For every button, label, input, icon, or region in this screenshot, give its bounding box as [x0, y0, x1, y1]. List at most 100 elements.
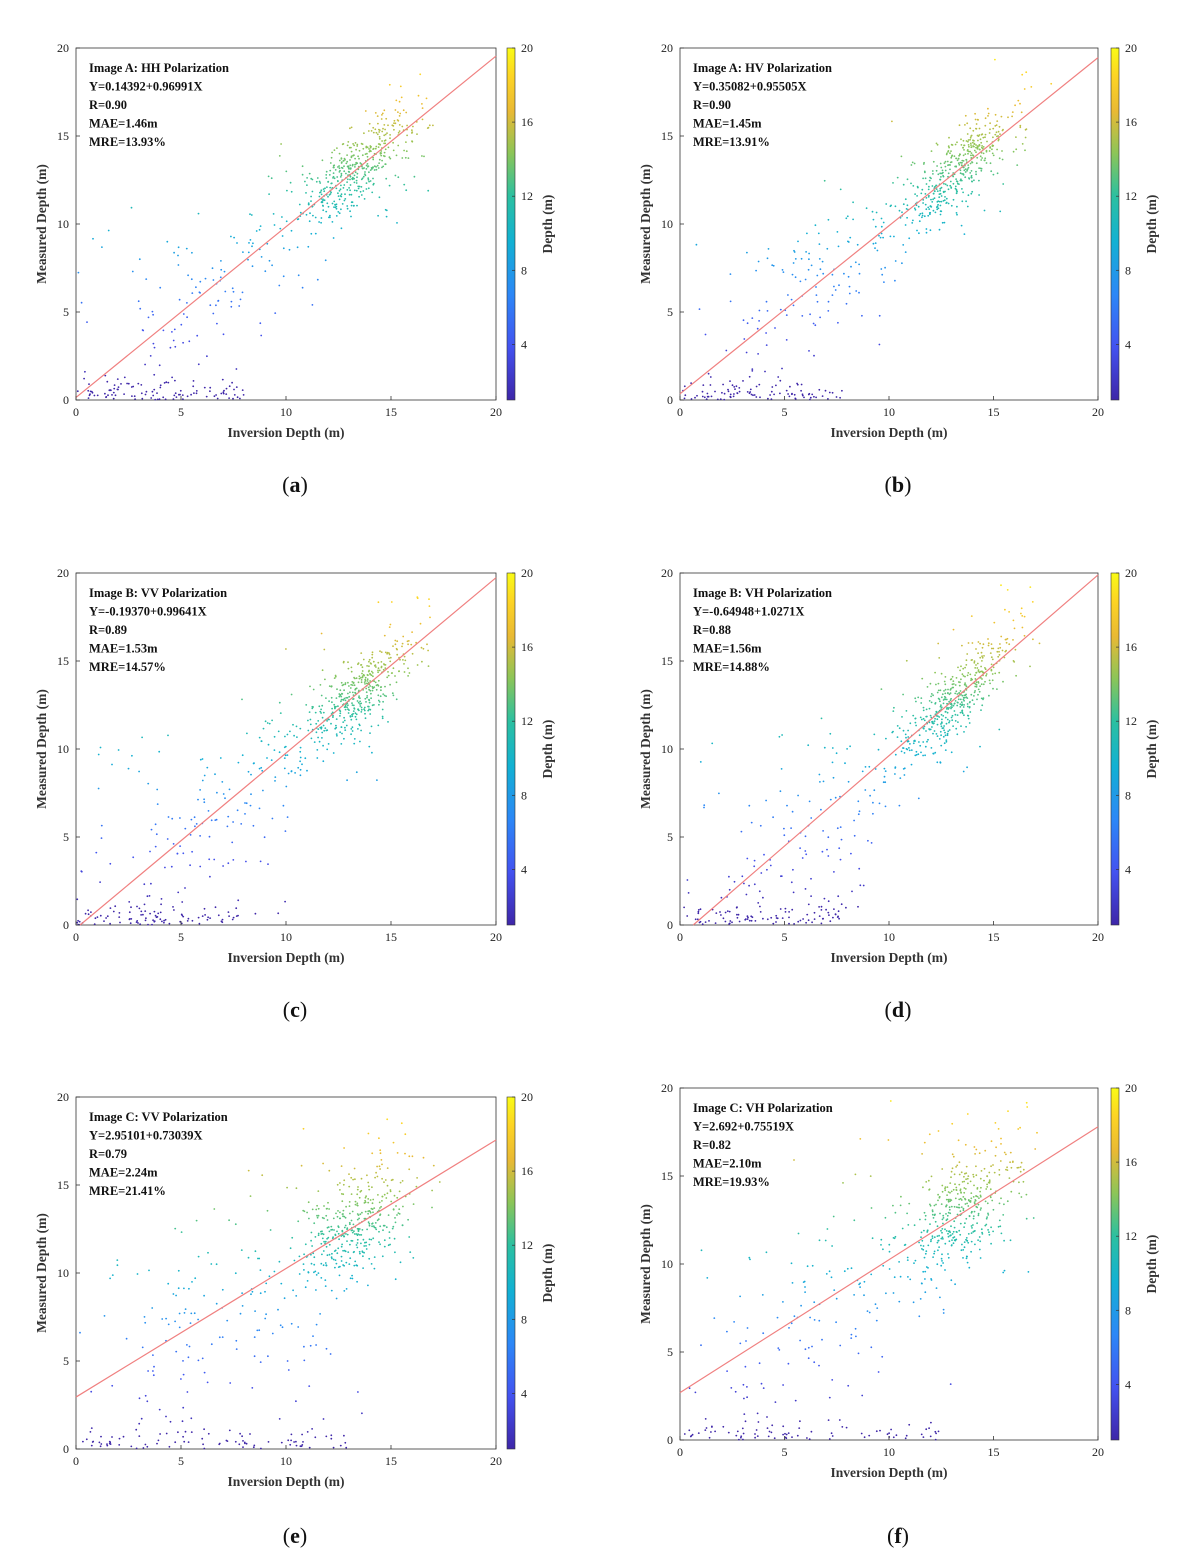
data-point: [853, 834, 856, 837]
data-point: [342, 1209, 345, 1212]
data-point: [381, 717, 384, 720]
data-point: [916, 195, 918, 197]
scatter-points: [683, 1100, 1038, 1441]
data-point: [320, 1277, 323, 1279]
data-point: [367, 686, 370, 689]
colorbar-tick-label: 16: [521, 1164, 533, 1178]
data-point: [116, 378, 119, 380]
data-point: [963, 683, 966, 686]
data-point: [321, 669, 324, 672]
data-point: [959, 172, 962, 175]
data-point: [934, 717, 936, 720]
data-point: [92, 1440, 95, 1443]
data-point: [748, 375, 751, 378]
data-point: [308, 172, 311, 175]
data-point: [952, 725, 954, 727]
data-point: [918, 1241, 920, 1244]
data-point: [959, 681, 961, 684]
data-point: [938, 738, 941, 740]
colorbar: [1110, 1087, 1120, 1441]
data-point: [348, 1173, 350, 1175]
data-point: [366, 163, 369, 165]
data-point: [358, 675, 361, 678]
data-point: [428, 605, 431, 607]
data-point: [344, 704, 347, 707]
data-point: [389, 1190, 392, 1193]
data-point: [990, 668, 993, 671]
data-point: [918, 220, 921, 223]
data-point: [378, 1241, 380, 1243]
data-point: [358, 695, 360, 697]
data-point: [403, 663, 405, 665]
data-point: [989, 122, 991, 125]
data-point: [950, 1225, 952, 1228]
data-point: [941, 1168, 944, 1170]
data-point: [828, 1438, 831, 1440]
data-point: [936, 208, 939, 211]
data-point: [144, 1394, 147, 1397]
data-point: [954, 1239, 957, 1241]
data-point: [818, 773, 821, 776]
data-point: [740, 830, 743, 833]
data-point: [366, 665, 368, 667]
data-point: [998, 1169, 1001, 1171]
data-point: [850, 852, 852, 855]
data-point: [159, 286, 162, 289]
data-point: [1003, 656, 1006, 659]
data-point: [941, 169, 944, 172]
data-point: [759, 911, 762, 913]
data-point: [383, 634, 386, 637]
data-point: [984, 133, 987, 136]
data-point: [311, 190, 314, 193]
data-point: [259, 225, 262, 228]
data-point: [967, 714, 970, 717]
data-point: [241, 698, 243, 701]
data-point: [157, 1439, 160, 1442]
x-tick-label: 5: [782, 405, 788, 419]
data-point: [894, 753, 897, 756]
panel-title: Image B: VV Polarization: [89, 586, 227, 600]
data-point: [755, 1429, 758, 1431]
data-point: [393, 1194, 396, 1197]
data-point: [806, 1265, 809, 1268]
data-point: [1002, 128, 1004, 131]
data-point: [987, 1229, 989, 1231]
data-point: [354, 1203, 357, 1206]
x-tick-label: 20: [490, 930, 502, 944]
y-axis-label: Measured Depth (m): [34, 1213, 49, 1333]
data-point: [367, 670, 370, 673]
data-point: [283, 757, 286, 759]
data-point: [994, 58, 996, 61]
data-point: [417, 94, 420, 97]
data-point: [961, 644, 963, 647]
data-point: [209, 390, 211, 393]
data-point: [324, 187, 326, 190]
data-point: [191, 1281, 193, 1283]
data-point: [365, 188, 368, 190]
y-tick-label: 5: [63, 305, 69, 319]
data-point: [1005, 1168, 1007, 1171]
data-point: [932, 173, 934, 175]
data-point: [933, 190, 936, 192]
data-point: [956, 714, 959, 716]
data-point: [772, 264, 775, 267]
data-point: [172, 339, 175, 342]
data-point: [981, 146, 983, 149]
data-point: [338, 693, 341, 695]
data-point: [394, 1251, 396, 1254]
data-point: [408, 1168, 411, 1171]
data-point: [349, 687, 352, 689]
data-point: [966, 149, 969, 151]
data-point: [161, 1318, 164, 1320]
data-point: [940, 176, 942, 178]
data-point: [894, 1235, 897, 1238]
data-point: [998, 157, 1001, 160]
data-point: [946, 1194, 948, 1196]
data-point: [173, 251, 176, 254]
data-point: [947, 1191, 950, 1193]
data-point: [990, 643, 993, 645]
data-point: [386, 676, 389, 679]
data-point: [1017, 1128, 1020, 1130]
data-point: [187, 274, 190, 277]
data-point: [182, 1360, 184, 1362]
